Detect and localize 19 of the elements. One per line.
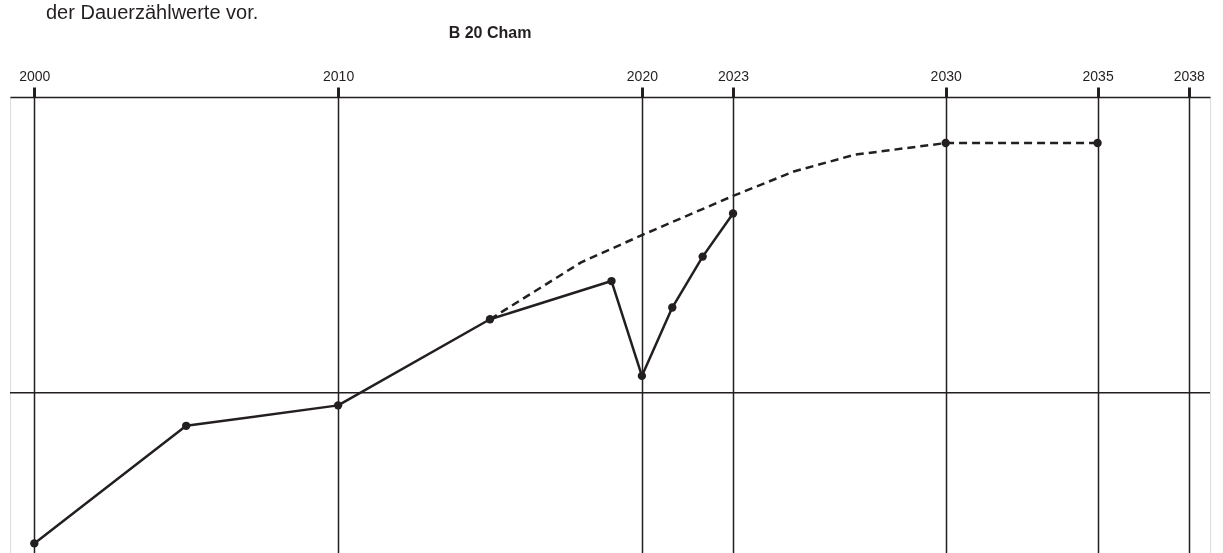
x-tick-label: 2035 [1082, 67, 1114, 84]
point [728, 209, 738, 218]
point [668, 303, 677, 312]
text: der Dauerzählwerte vor. [46, 1, 259, 23]
point [333, 401, 343, 410]
point [182, 421, 191, 431]
point [30, 539, 39, 548]
x-tick-label: 2038 [1173, 67, 1206, 84]
x-tick-label: 2000 [19, 67, 51, 84]
point [607, 276, 616, 286]
point [1093, 138, 1102, 148]
point [637, 371, 647, 381]
point [698, 252, 707, 261]
x-tick-label: 2030 [930, 67, 962, 84]
chart-title: B 20 Cham [448, 24, 532, 41]
x-tick-label: 2020 [626, 67, 659, 84]
x-tick-label: 2010 [323, 67, 355, 84]
x-tick-label: 2023 [717, 67, 750, 84]
point [941, 138, 950, 148]
